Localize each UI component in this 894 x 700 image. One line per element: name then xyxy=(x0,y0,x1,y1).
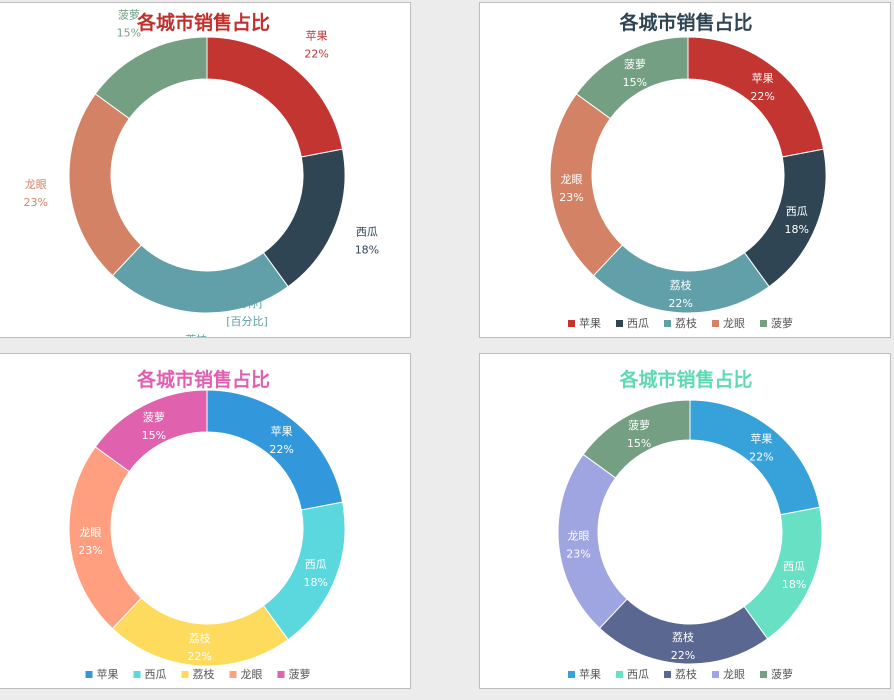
legend-item-label[interactable]: 西瓜 xyxy=(145,668,167,681)
slice-name-label: 龙眼 xyxy=(567,530,589,543)
legend-swatch xyxy=(664,320,671,327)
donut-chart: 各城市销售占比苹果22%西瓜18%荔枝22%龙眼23%菠萝15%[名称][百分比… xyxy=(24,9,380,338)
chart-panel-1: 各城市销售占比苹果22%西瓜18%荔枝22%龙眼23%菠萝15%[名称][百分比… xyxy=(0,2,411,338)
slice-name-label: 苹果 xyxy=(752,71,774,85)
legend-item-label[interactable]: 龙眼 xyxy=(723,317,745,330)
legend-item-label[interactable]: 菠萝 xyxy=(771,317,793,330)
chart-panel-2: 各城市销售占比 苹果 22% 西瓜 18% 荔枝 22% 龙眼 23% 菠萝 15% 苹果 西瓜 荔枝 龙眼… xyxy=(479,2,891,338)
slice-name-label: 西瓜 xyxy=(783,560,805,573)
chart-title: 各城市销售占比 xyxy=(618,11,752,34)
legend-swatch xyxy=(85,671,93,678)
slice-name-label: 荔枝 xyxy=(185,333,207,338)
slice-菠萝[interactable] xyxy=(94,36,208,120)
slice-percent-label: 18% xyxy=(304,576,328,589)
legend-item-label[interactable]: 荔枝 xyxy=(193,667,215,681)
slice-percent-label: 15% xyxy=(623,76,647,89)
overflow-label: [名称] xyxy=(232,296,263,310)
slice-percent-label: 22% xyxy=(187,650,211,663)
legend-swatch xyxy=(712,320,719,327)
legend-swatch xyxy=(277,671,285,678)
slice-percent-label: 22% xyxy=(671,649,695,662)
legend-swatch xyxy=(760,320,767,327)
slice-percent-label: 15% xyxy=(627,437,651,450)
legend-item-label[interactable]: 苹果 xyxy=(579,316,601,330)
slice-percent-label: 22% xyxy=(668,297,692,310)
legend-item-label[interactable]: 苹果 xyxy=(579,667,601,681)
slice-percent-label: 23% xyxy=(78,544,102,557)
slice-name-label: 西瓜 xyxy=(786,205,808,218)
legend-item-label[interactable]: 西瓜 xyxy=(627,668,649,681)
chart-title: 各城市销售占比 xyxy=(136,368,270,391)
legend-item-label[interactable]: 苹果 xyxy=(97,667,119,681)
slice-龙眼[interactable] xyxy=(68,93,142,277)
slice-percent-label: 22% xyxy=(750,90,774,103)
slice-percent-label: 22% xyxy=(304,47,328,60)
slice-percent-label: 23% xyxy=(24,196,48,209)
legend-swatch xyxy=(760,671,767,678)
slice-菠萝[interactable] xyxy=(582,399,691,479)
slice-percent-label: 15% xyxy=(142,429,166,442)
slice-name-label: 菠萝 xyxy=(143,411,165,424)
slice-菠萝[interactable] xyxy=(575,36,689,120)
slice-name-label: 菠萝 xyxy=(118,9,140,22)
chart-title: 各城市销售占比 xyxy=(136,11,270,34)
slice-name-label: 龙眼 xyxy=(25,178,47,191)
chart-panel-3: 各城市销售占比 苹果 22% 西瓜 18% 荔枝 22% 龙眼 23% 菠萝 15% 苹果 西瓜 荔枝 龙眼… xyxy=(0,353,411,689)
slice-percent-label: 18% xyxy=(355,243,379,256)
slice-name-label: 龙眼 xyxy=(561,173,583,186)
slice-percent-label: 18% xyxy=(782,578,806,591)
legend-swatch xyxy=(712,671,719,678)
legend-item-label[interactable]: 荔枝 xyxy=(675,667,697,681)
slice-percent-label: 22% xyxy=(269,443,293,456)
slice-percent-label: 22% xyxy=(749,451,773,464)
legend-item-label[interactable]: 菠萝 xyxy=(289,668,311,681)
legend-swatch xyxy=(568,320,575,327)
overflow-label: [百分比] xyxy=(226,315,268,328)
slice-percent-label: 15% xyxy=(117,27,141,40)
legend-item-label[interactable]: 西瓜 xyxy=(627,317,649,330)
legend-swatch xyxy=(664,671,671,678)
legend-item-label[interactable]: 菠萝 xyxy=(771,668,793,681)
legend-item-label[interactable]: 龙眼 xyxy=(241,668,263,681)
slice-菠萝[interactable] xyxy=(94,389,208,473)
slice-name-label: 荔枝 xyxy=(189,631,211,645)
legend-swatch xyxy=(568,671,575,678)
legend-item-label[interactable]: 荔枝 xyxy=(675,316,697,330)
legend-swatch xyxy=(133,671,141,678)
slice-name-label: 西瓜 xyxy=(356,225,378,238)
slice-name-label: 苹果 xyxy=(306,28,328,42)
slice-name-label: 西瓜 xyxy=(305,558,327,571)
chart-panel-4: 各城市销售占比 苹果 22% 西瓜 18% 荔枝 22% 龙眼 23% 菠萝 15% 苹果 西瓜 荔枝 龙眼… xyxy=(479,353,891,689)
chart-title: 各城市销售占比 xyxy=(618,368,752,391)
slice-name-label: 苹果 xyxy=(750,432,772,446)
slice-name-label: 菠萝 xyxy=(624,58,646,71)
slice-percent-label: 23% xyxy=(566,548,590,561)
legend-swatch xyxy=(229,671,237,678)
slice-percent-label: 23% xyxy=(559,191,583,204)
slice-name-label: 菠萝 xyxy=(628,419,650,432)
legend-swatch xyxy=(181,671,189,678)
slice-name-label: 苹果 xyxy=(271,424,293,438)
slice-name-label: 荔枝 xyxy=(670,278,692,292)
slice-percent-label: 18% xyxy=(785,223,809,236)
legend-swatch xyxy=(616,671,623,678)
legend-swatch xyxy=(616,320,623,327)
slice-name-label: 荔枝 xyxy=(672,630,694,644)
slice-name-label: 龙眼 xyxy=(80,526,102,539)
slice-西瓜[interactable] xyxy=(262,148,346,288)
legend-item-label[interactable]: 龙眼 xyxy=(723,668,745,681)
